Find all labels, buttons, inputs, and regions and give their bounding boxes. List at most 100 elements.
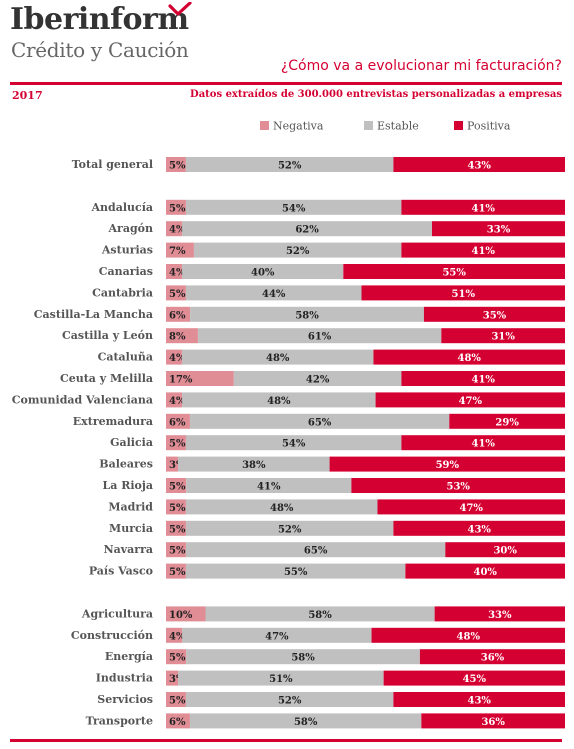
data-label-positiva: 33% (487, 225, 511, 236)
bar-segment-positiva (401, 371, 565, 386)
data-label-positiva: 43% (468, 696, 492, 707)
row-label: Navarra (104, 543, 153, 556)
row-label: Madrid (108, 500, 153, 513)
year-label: 2017 (12, 89, 43, 102)
data-label-negativa: 5% (169, 289, 186, 300)
data-label-positiva: 35% (483, 310, 507, 321)
bar-segment-estable (177, 456, 330, 472)
row-label: Canarias (99, 265, 153, 278)
data-label-estable: 42% (306, 375, 330, 386)
bar-segment-positiva (373, 349, 565, 365)
data-label-estable: 58% (291, 653, 315, 664)
data-label-negativa: 5% (169, 567, 186, 578)
bar-segment-negativa (166, 157, 186, 172)
legend-swatch-positiva (454, 121, 463, 130)
bar-segment-estable (205, 606, 435, 622)
bar-segment-estable (190, 306, 424, 322)
bar-segment-estable (185, 520, 394, 536)
data-label-negativa: 17% (169, 375, 193, 386)
bar-segment-negativa (166, 349, 182, 365)
data-label-estable: 52% (278, 696, 302, 707)
legend-label-estable: Estable (377, 120, 419, 133)
data-label-negativa: 5% (169, 503, 186, 514)
bar-segment-estable (185, 435, 402, 451)
data-label-positiva: 30% (493, 546, 517, 557)
bar-segment-positiva (401, 435, 565, 451)
bar-segment-positiva (405, 563, 565, 579)
data-label-positiva: 36% (481, 653, 505, 664)
bar-segment-negativa (166, 713, 190, 729)
bar-segment-negativa (166, 435, 186, 451)
row-label: Energía (105, 650, 153, 663)
data-label-positiva: 43% (468, 524, 492, 535)
row-label: Andalucía (90, 201, 153, 214)
bar-segment-negativa (166, 627, 183, 643)
row-label: Extremadura (73, 415, 153, 428)
bar-segment-estable (182, 264, 344, 279)
row-label: Transporte (86, 714, 153, 727)
bar-segment-negativa (166, 563, 186, 579)
bar-segment-positiva (329, 456, 565, 472)
logo-title: Iberinform (10, 2, 189, 37)
data-label-negativa: 4% (169, 225, 186, 236)
bar-segment-estable (185, 499, 378, 515)
bar-segment-negativa (166, 606, 206, 622)
bar-segment-negativa (166, 264, 183, 279)
bar-segment-estable (185, 692, 394, 707)
data-label-positiva: 48% (458, 353, 482, 364)
bar-segment-positiva (377, 499, 565, 515)
data-label-estable: 52% (278, 161, 302, 172)
bar-segment-positiva (445, 542, 565, 558)
bar-segment-negativa (166, 692, 186, 707)
bar-segment-positiva (343, 264, 565, 279)
bottom-rule (10, 739, 562, 742)
data-label-estable: 54% (282, 203, 306, 214)
bar-segment-estable (233, 371, 402, 386)
data-label-estable: 40% (251, 268, 275, 279)
data-label-negativa: 6% (169, 417, 186, 428)
data-label-negativa: 5% (169, 439, 186, 450)
bar-segment-positiva (419, 649, 565, 665)
row-label: Baleares (99, 458, 153, 471)
data-label-positiva: 41% (471, 375, 495, 386)
row-label: La Rioja (103, 479, 153, 492)
bar-segment-positiva (351, 478, 565, 493)
bar-segment-positiva (423, 306, 565, 322)
bar-segment-positiva (401, 242, 565, 258)
data-label-positiva: 41% (471, 203, 495, 214)
row-label: Castilla-La Mancha (34, 308, 153, 321)
row-label: Ceuta y Melilla (60, 372, 153, 385)
data-label-estable: 52% (286, 246, 310, 257)
data-label-estable: 58% (308, 610, 332, 621)
row-label: Cataluña (98, 351, 153, 364)
data-label-positiva: 51% (452, 289, 476, 300)
bar-segment-estable (185, 563, 406, 579)
bar-segment-negativa (166, 456, 178, 472)
legend-swatch-negativa (260, 121, 269, 130)
bar-segment-negativa (166, 478, 187, 493)
data-label-estable: 48% (270, 503, 294, 514)
data-label-negativa: 4% (169, 353, 186, 364)
bar-segment-estable (182, 221, 432, 237)
data-label-positiva: 33% (488, 610, 512, 621)
bar-segment-positiva (393, 692, 565, 707)
data-label-negativa: 5% (169, 653, 186, 664)
row-label: Total general (72, 158, 153, 171)
bar-segment-negativa (166, 199, 186, 215)
bar-segment-positiva (434, 606, 565, 622)
data-label-estable: 47% (265, 631, 289, 642)
bar-segment-estable (189, 713, 422, 729)
bar-segment-positiva (401, 199, 565, 215)
bar-segment-estable (186, 649, 420, 665)
bar-segment-negativa (166, 392, 183, 408)
data-label-estable: 44% (262, 289, 286, 300)
bar-segment-negativa (166, 221, 183, 237)
data-label-estable: 55% (284, 567, 308, 578)
data-label-positiva: 41% (471, 246, 495, 257)
bar-segment-estable (181, 349, 374, 365)
row-label: País Vasco (89, 565, 153, 578)
bar-segment-positiva (449, 413, 565, 429)
bar-segment-negativa (166, 542, 186, 558)
data-label-negativa: 3% (169, 460, 186, 471)
row-label: Aragón (108, 222, 153, 235)
